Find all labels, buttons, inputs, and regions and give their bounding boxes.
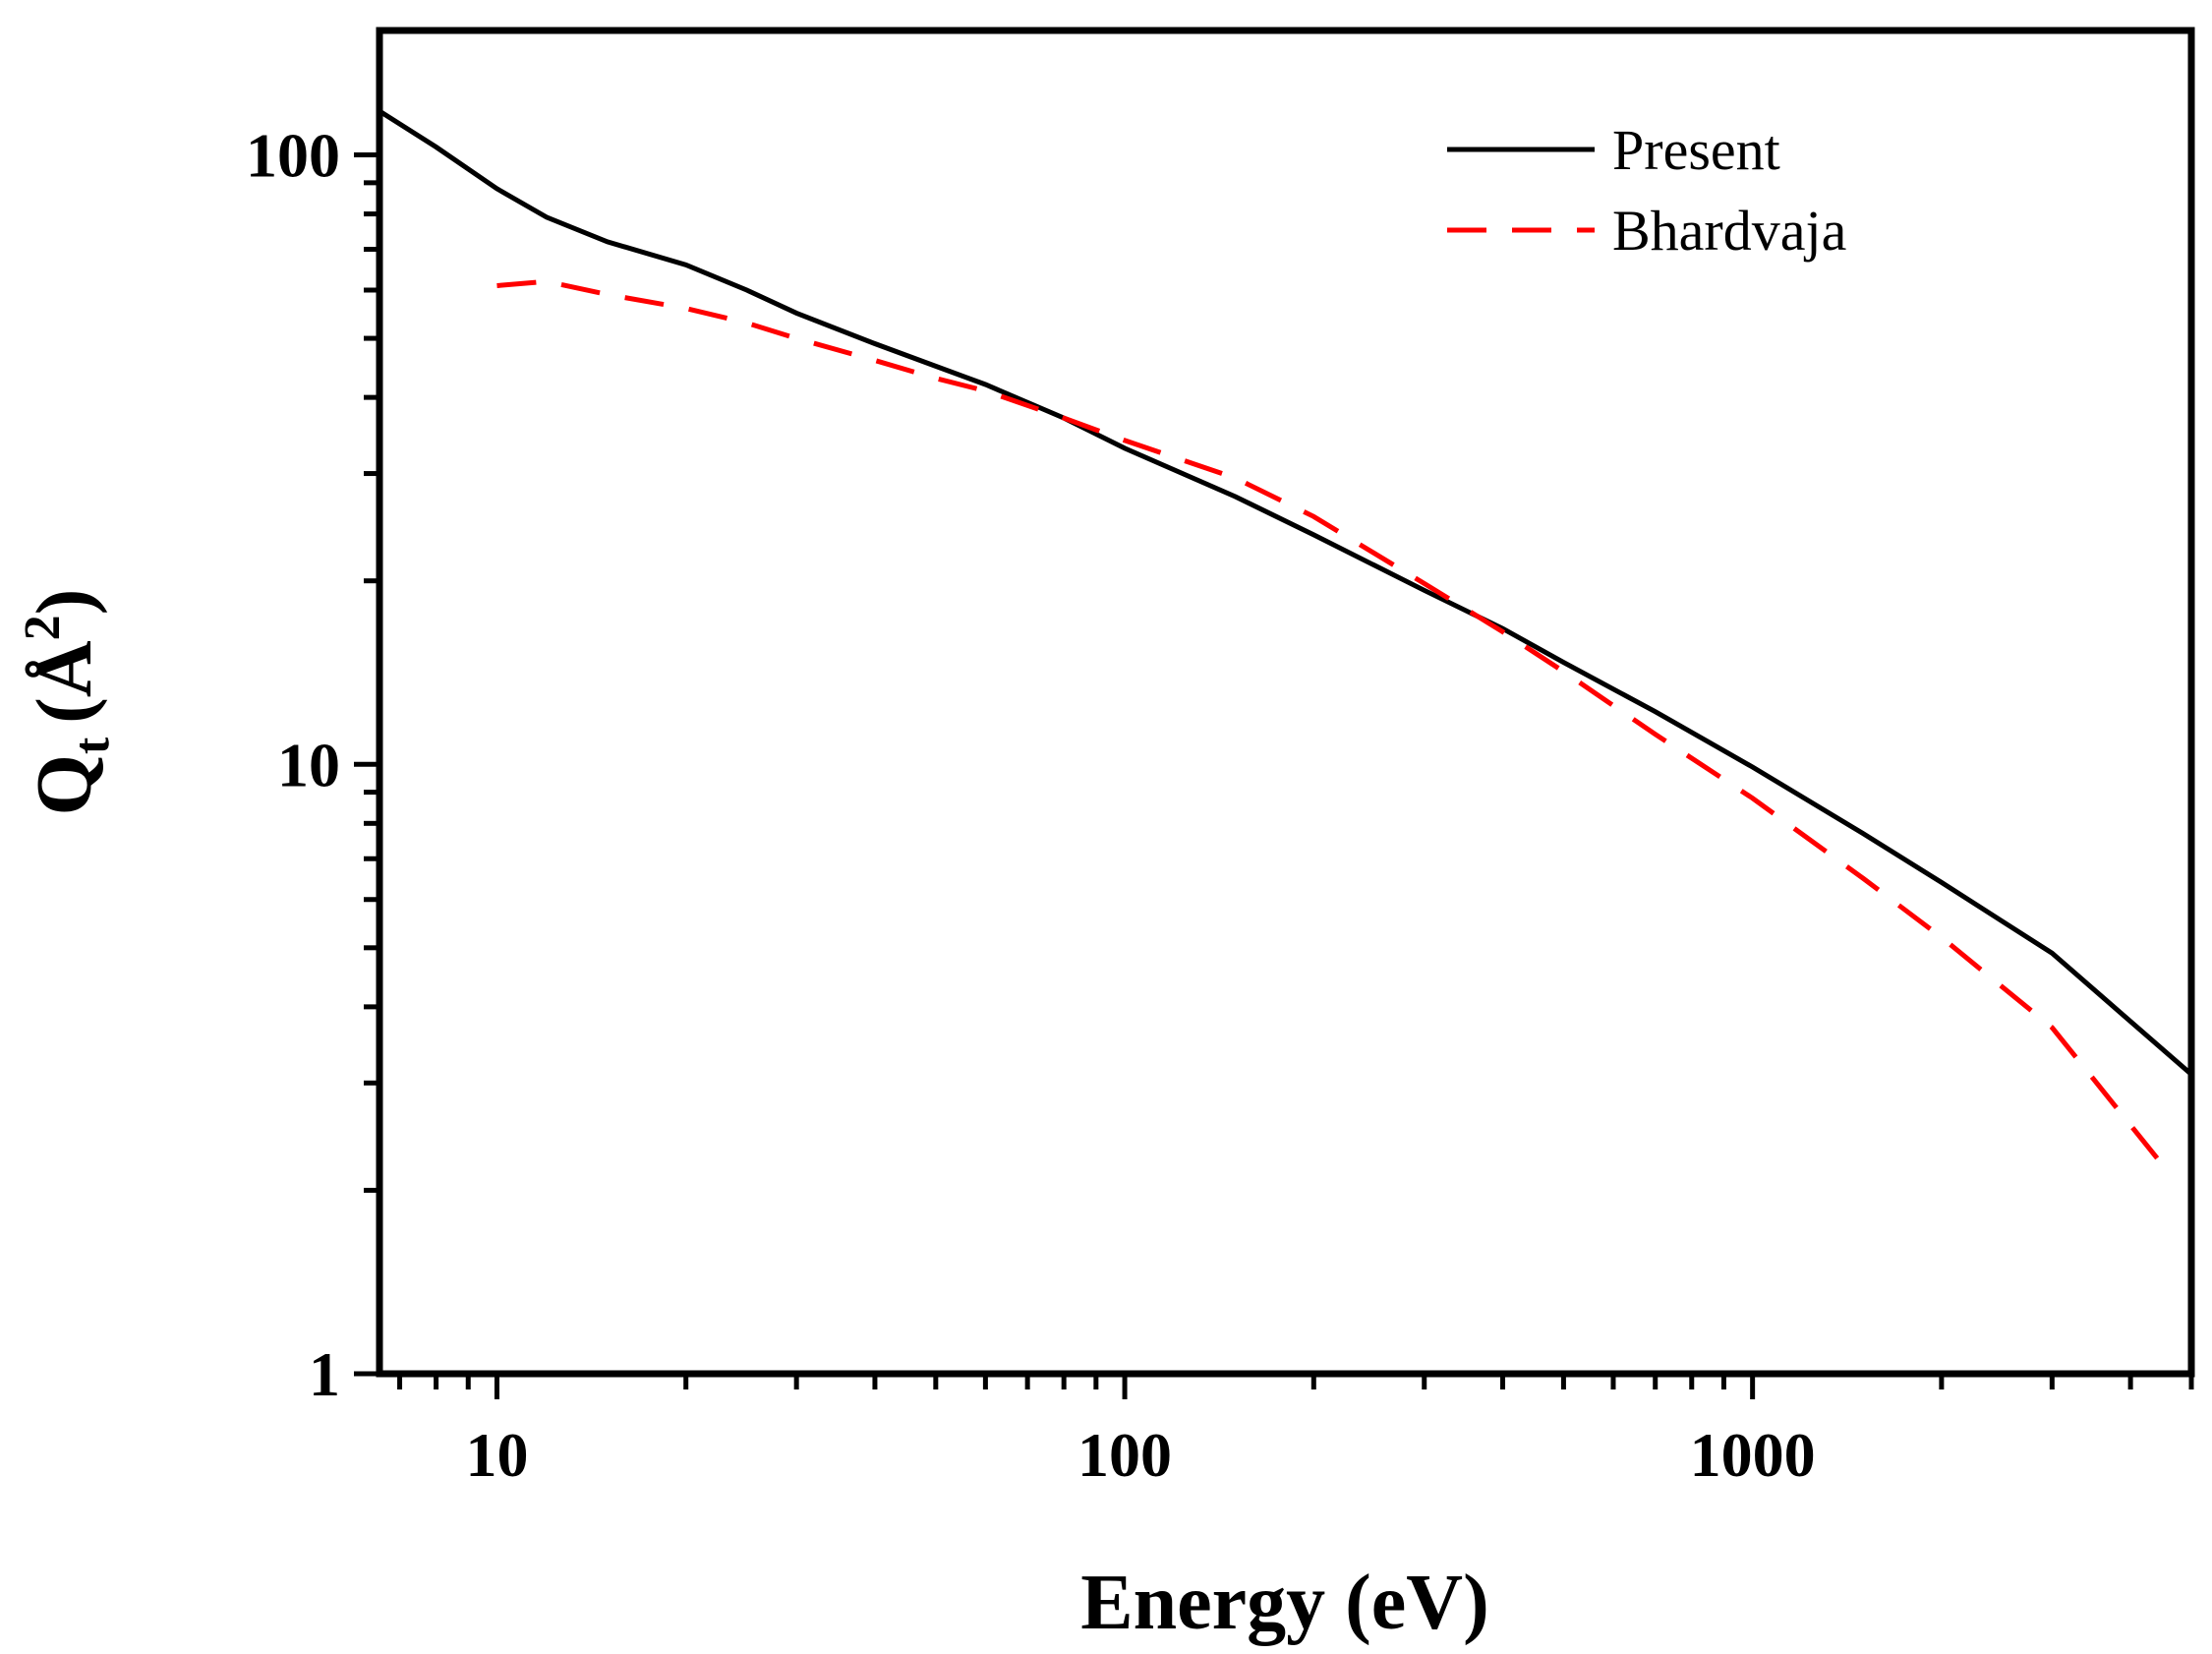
series-line-bhardvaja bbox=[496, 278, 2165, 1167]
y-axis-title-main: Q bbox=[22, 754, 108, 815]
y-axis-title-close: ) bbox=[22, 589, 108, 616]
y-axis-title-sub: t bbox=[64, 737, 120, 754]
tick-layer: 10 100 1000 1 10 100 bbox=[246, 121, 2194, 1490]
y-tick-label: 100 bbox=[246, 121, 340, 191]
svg-text:Qt(Å2): Qt (Å2) bbox=[15, 589, 120, 816]
y-axis-title: Qt (Å2) bbox=[15, 589, 120, 816]
x-axis-title: Energy (eV) bbox=[1080, 1560, 1488, 1646]
y-axis-title-sup: 2 bbox=[15, 615, 71, 640]
series-layer bbox=[378, 108, 2193, 1167]
y-tick-label: 10 bbox=[277, 730, 340, 799]
x-tick-label: 1000 bbox=[1690, 1420, 1816, 1490]
legend-label-bhardvaja: Bhardvaja bbox=[1612, 199, 1846, 263]
series-line-present bbox=[378, 108, 2193, 1077]
legend: Present Bhardvaja bbox=[1447, 118, 1846, 263]
plot-frame bbox=[376, 27, 2195, 1378]
x-tick-label: 100 bbox=[1077, 1420, 1172, 1490]
x-tick-label: 10 bbox=[465, 1420, 528, 1490]
y-tick-label: 1 bbox=[309, 1339, 340, 1409]
y-axis-title-unit: (Å bbox=[22, 640, 108, 724]
legend-label-present: Present bbox=[1612, 118, 1780, 182]
